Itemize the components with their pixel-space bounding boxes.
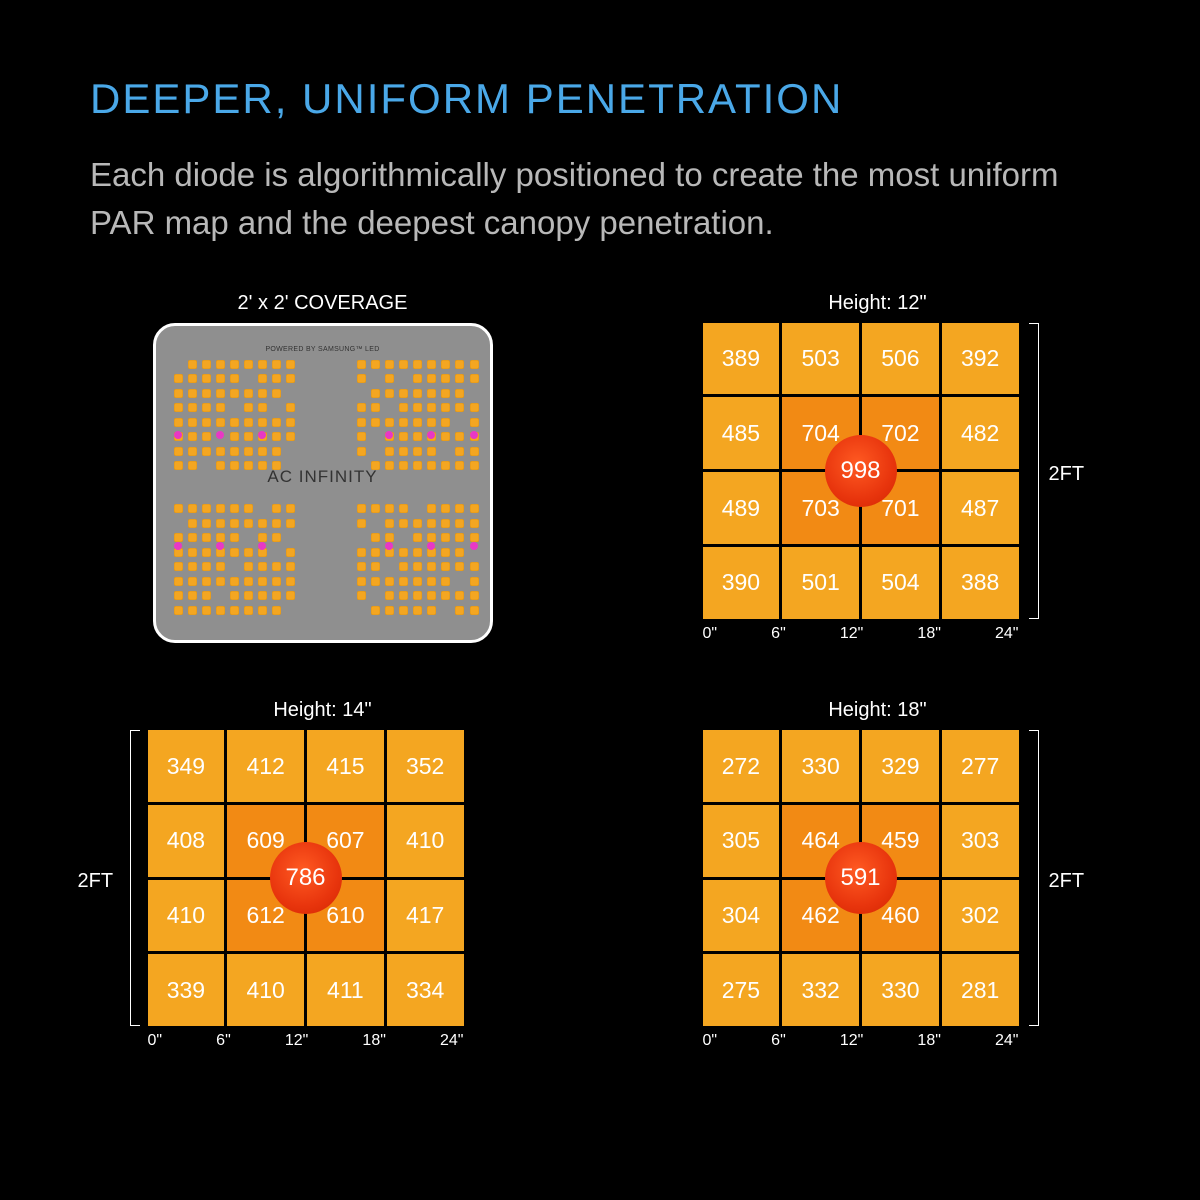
heatmap-cell: 303 [942,805,1019,877]
heatmap-cell: 408 [148,805,225,877]
heatmap-cell: 339 [148,954,225,1026]
heatmap-cell: 482 [942,397,1019,469]
heatmap-center: 786 [270,842,342,914]
product-title: 2' x 2' COVERAGE [90,292,555,315]
heatmap-cell: 410 [387,805,464,877]
heatmap-cell: 349 [148,730,225,802]
heatmap-18: 2723303292773054644593033044624603022753… [703,730,1053,1050]
heatmap-cell: 352 [387,730,464,802]
page-subtitle: Each diode is algorithmically positioned… [90,151,1070,247]
heatmap-cell: 272 [703,730,780,802]
heatmap-14: 3494124153524086096074104106126104173394… [148,730,498,1050]
heatmap-cell: 302 [942,880,1019,952]
led-panel: POWERED BY SAMSUNG™ LED AC INFINITY [153,323,493,643]
heatmap-cell: 332 [782,954,859,1026]
product-quadrant: 2' x 2' COVERAGE POWERED BY SAMSUNG™ LED… [90,292,555,645]
heatmap-cell: 275 [703,954,780,1026]
heatmap-title: Height: 14" [90,699,555,722]
heatmap-cell: 334 [387,954,464,1026]
heatmap-cell: 489 [703,472,780,544]
heatmap-14-quadrant: Height: 14" 3494124153524086096074104106… [90,699,555,1052]
heatmap-cell: 415 [307,730,384,802]
heatmap-18-quadrant: Height: 18" 2723303292773054644593033044… [645,699,1110,1052]
heatmap-cell: 504 [862,547,939,619]
heatmap-cell: 412 [227,730,304,802]
heatmap-center: 591 [825,842,897,914]
heatmap-xticks: 0"6"12"18"24" [703,625,1019,643]
heatmap-cell: 281 [942,954,1019,1026]
heatmap-12-quadrant: Height: 12" 3895035063924857047024824897… [645,292,1110,645]
heatmap-center: 998 [825,435,897,507]
heatmap-xticks: 0"6"12"18"24" [148,1032,464,1050]
heatmap-cell: 392 [942,323,1019,395]
heatmap-12: 3895035063924857047024824897037014873905… [703,323,1053,643]
heatmap-cell: 389 [703,323,780,395]
heatmap-cell: 417 [387,880,464,952]
heatmap-cell: 411 [307,954,384,1026]
heatmap-cell: 330 [862,954,939,1026]
heatmap-cell: 329 [862,730,939,802]
heatmap-cell: 277 [942,730,1019,802]
heatmap-cell: 305 [703,805,780,877]
heatmap-cell: 388 [942,547,1019,619]
led-dot-array [168,338,478,628]
heatmap-cell: 506 [862,323,939,395]
chart-grid: 2' x 2' COVERAGE POWERED BY SAMSUNG™ LED… [90,292,1110,1052]
heatmap-side-label: 2FT [1049,463,1085,486]
heatmap-cell: 487 [942,472,1019,544]
heatmap-cell: 410 [148,880,225,952]
heatmap-cell: 485 [703,397,780,469]
heatmap-cell: 330 [782,730,859,802]
heatmap-title: Height: 18" [645,699,1110,722]
heatmap-cell: 410 [227,954,304,1026]
heatmap-cell: 304 [703,880,780,952]
heatmap-xticks: 0"6"12"18"24" [703,1032,1019,1050]
page-title: DEEPER, UNIFORM PENETRATION [90,75,1110,123]
heatmap-cell: 501 [782,547,859,619]
heatmap-cell: 390 [703,547,780,619]
heatmap-side-label: 2FT [1049,870,1085,893]
heatmap-side-label: 2FT [78,870,114,893]
heatmap-cell: 503 [782,323,859,395]
heatmap-title: Height: 12" [645,292,1110,315]
